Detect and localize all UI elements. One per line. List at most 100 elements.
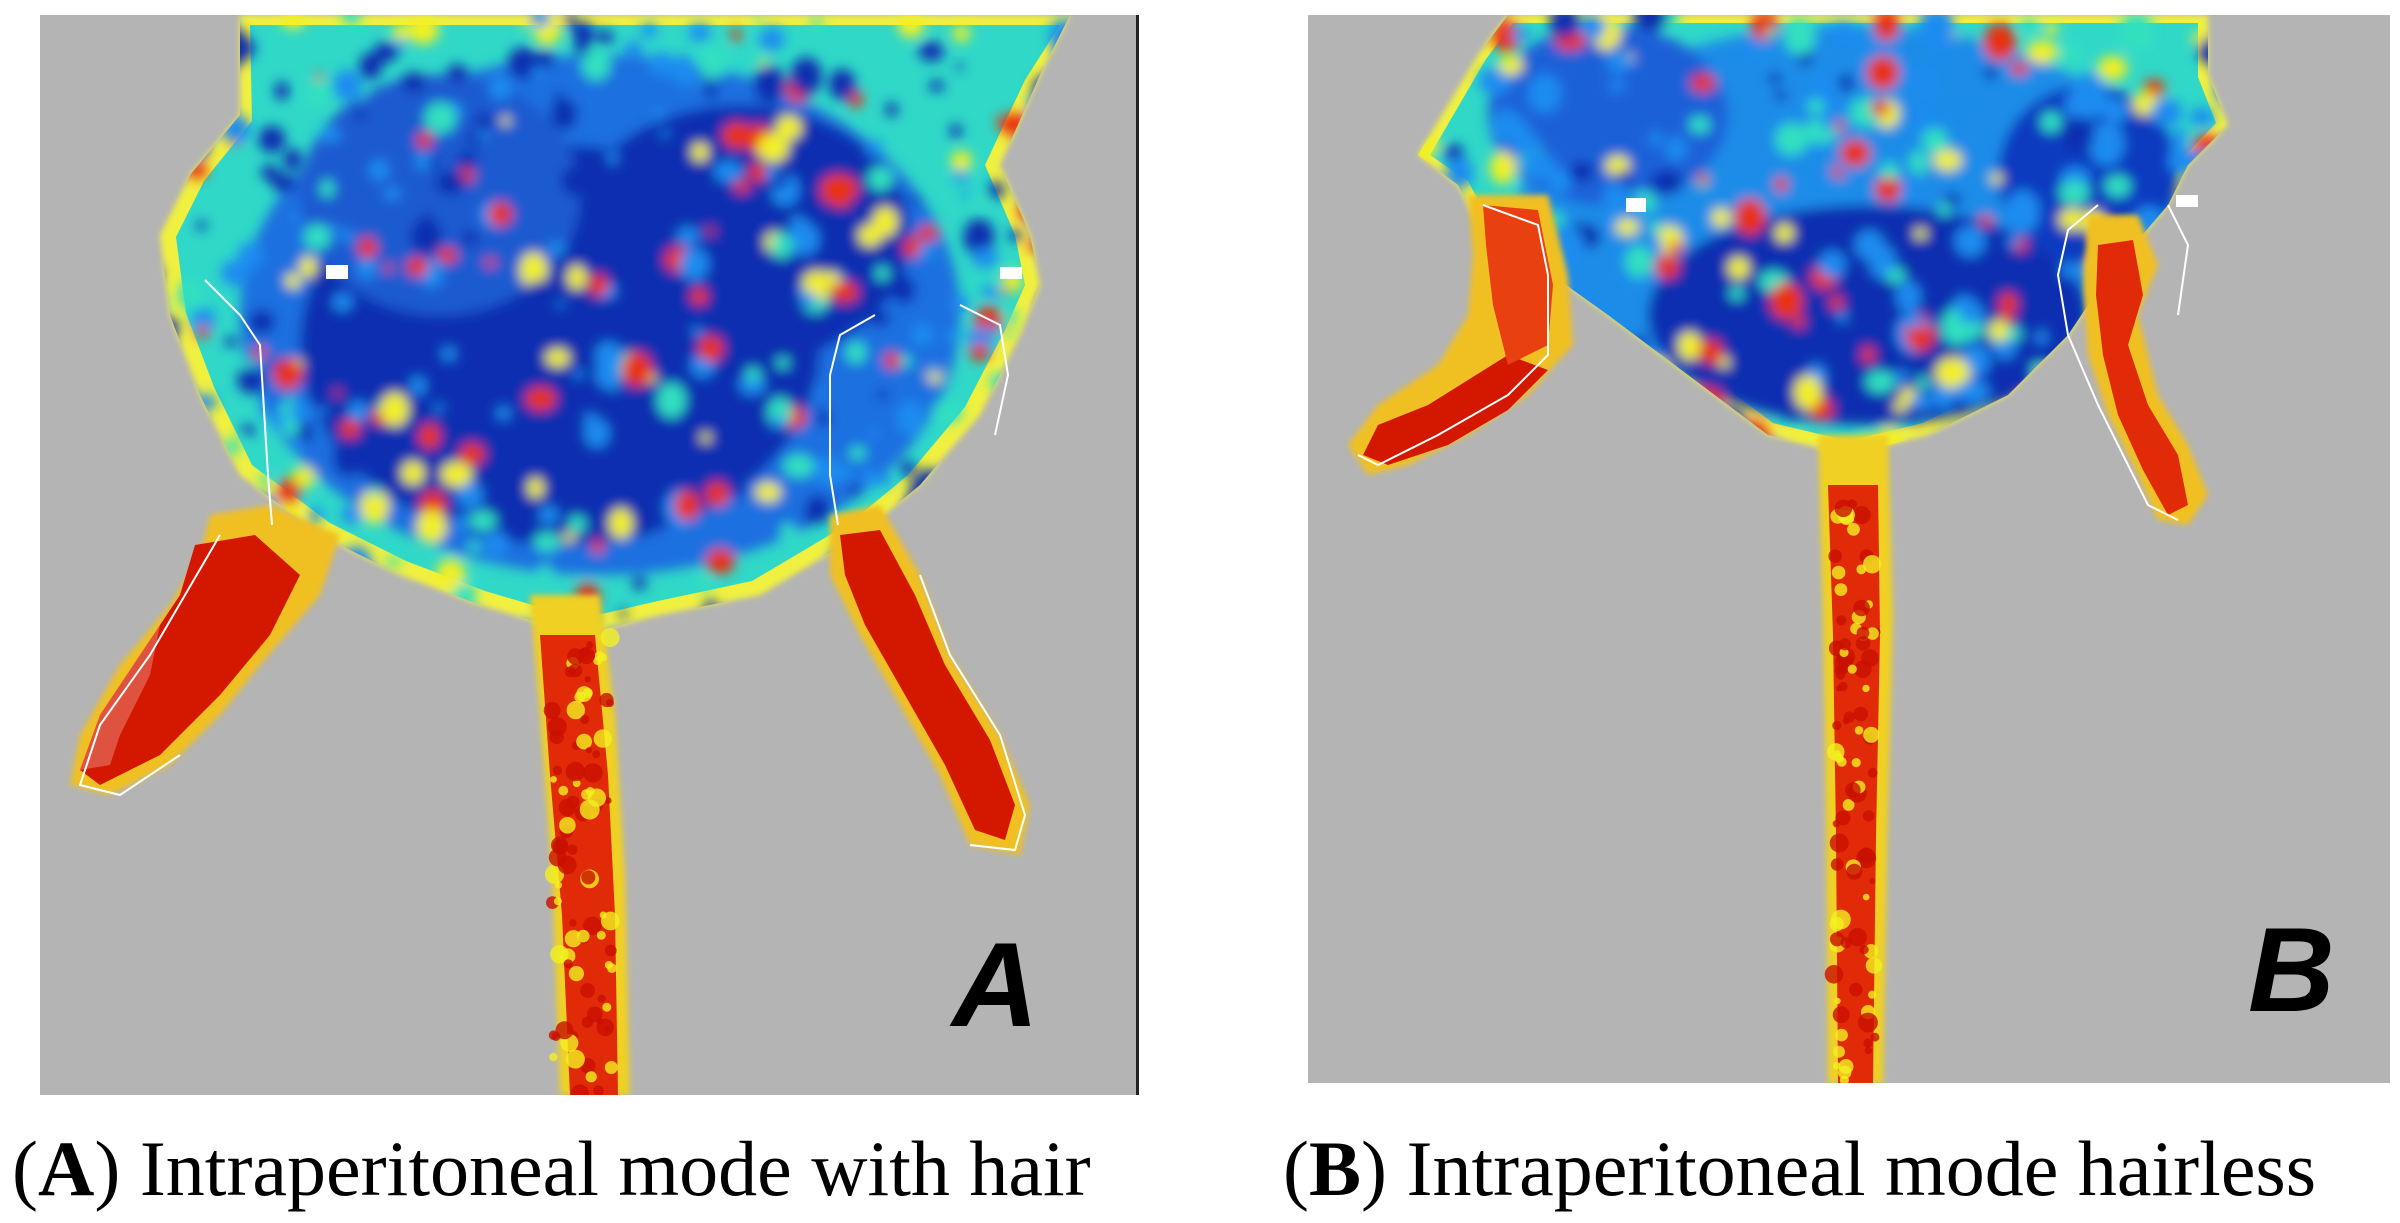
- thermal-speckle: [59, 22, 89, 48]
- tail-speckle: [1832, 1006, 1850, 1024]
- thermal-speckle: [1993, 339, 2017, 359]
- thermal-speckle: [2184, 415, 2201, 427]
- thermal-speckle: [470, 346, 500, 370]
- tail-speckle: [593, 1085, 604, 1095]
- thermal-speckle: [614, 278, 626, 292]
- thermal-speckle: [1418, 308, 1420, 339]
- thermal-speckle: [1019, 357, 1040, 382]
- thermal-speckle: [332, 637, 344, 652]
- thermal-speckle: [1579, 15, 1607, 40]
- thermal-speckle: [53, 111, 70, 133]
- thermal-speckle: [359, 53, 382, 80]
- thermal-speckle: [1037, 453, 1069, 487]
- thermal-speckle: [160, 499, 164, 528]
- tail-speckle: [1837, 1065, 1852, 1080]
- thermal-speckle: [1023, 346, 1052, 371]
- thermal-speckle: [1625, 245, 1653, 278]
- thermal-speckle: [979, 609, 994, 626]
- thermal-speckle: [1606, 50, 1631, 74]
- caption-b-text: Intraperitoneal mode hairless: [1406, 1125, 2317, 1212]
- thermal-speckle: [1110, 15, 1120, 24]
- thermal-speckle: [1084, 155, 1114, 194]
- thermal-speckle: [1879, 163, 1900, 180]
- tail-speckle: [1863, 810, 1875, 822]
- thermal-speckle: [759, 58, 768, 67]
- thermal-speckle: [1765, 28, 1778, 38]
- thermal-speckle: [949, 520, 975, 552]
- thermal-speckle: [407, 15, 440, 45]
- thermal-speckle: [63, 324, 82, 343]
- thermal-speckle: [845, 341, 867, 364]
- thermal-speckle: [1899, 65, 1924, 84]
- thermal-speckle: [553, 91, 563, 102]
- thermal-speckle: [1044, 116, 1058, 129]
- thermal-speckle: [285, 273, 301, 289]
- thermal-speckle: [1418, 298, 1427, 306]
- thermal-speckle: [971, 247, 999, 268]
- thermal-speckle: [415, 152, 432, 171]
- tail-speckle: [1849, 982, 1863, 997]
- thermal-speckle: [1394, 83, 1409, 101]
- thermal-speckle: [883, 352, 901, 369]
- thermal-speckle: [885, 102, 898, 117]
- thermal-speckle: [953, 169, 968, 183]
- thermal-speckle: [1604, 419, 1633, 451]
- thermal-speckle: [556, 300, 565, 308]
- thermal-speckle: [195, 326, 210, 339]
- thermal-speckle: [1349, 163, 1370, 184]
- tail-speckle: [583, 763, 603, 783]
- thermal-speckle: [1916, 375, 1930, 390]
- thermal-speckle: [1998, 292, 2018, 314]
- thermal-speckle: [41, 526, 64, 548]
- thermal-speckle: [547, 241, 566, 256]
- thermal-speckle: [572, 21, 595, 46]
- thermal-speckle: [308, 507, 324, 523]
- thermal-speckle: [562, 532, 576, 543]
- thermal-speckle: [1655, 445, 1691, 455]
- thermal-speckle: [721, 122, 754, 149]
- thermal-speckle: [1619, 456, 1642, 474]
- thermal-speckle: [333, 389, 342, 397]
- thermal-speckle: [1348, 274, 1381, 299]
- thermal-speckle: [455, 151, 479, 169]
- thermal-speckle: [1616, 170, 1632, 184]
- thermal-speckle: [2071, 72, 2107, 118]
- thermal-speckle: [2242, 88, 2265, 110]
- thermal-speckle: [343, 585, 366, 609]
- thermal-speckle: [453, 514, 469, 533]
- thermal-speckle: [2044, 22, 2058, 36]
- thermal-speckle: [2362, 43, 2382, 62]
- thermal-speckle: [2272, 169, 2308, 210]
- thermal-speckle: [1445, 157, 1474, 189]
- thermal-speckle: [1067, 66, 1070, 79]
- thermal-speckle: [160, 316, 179, 341]
- thermal-speckle: [700, 432, 711, 443]
- thermal-speckle: [139, 96, 147, 106]
- thermal-speckle: [526, 280, 553, 304]
- caption-b-letter: B: [1308, 1125, 1362, 1212]
- thermal-speckle: [1870, 100, 1890, 117]
- thermal-speckle: [162, 510, 193, 536]
- thermal-speckle: [869, 311, 890, 327]
- thermal-speckle: [2191, 134, 2222, 167]
- thermal-speckle: [332, 293, 353, 311]
- thermal-speckle: [81, 497, 101, 514]
- thermal-speckle: [440, 461, 473, 487]
- thermal-speckle: [281, 15, 305, 30]
- tail-speckle: [555, 1021, 574, 1040]
- thermal-speckle: [1628, 456, 1647, 472]
- thermal-speckle: [1004, 309, 1018, 324]
- thermal-speckle: [1486, 418, 1507, 443]
- thermal-speckle: [320, 179, 335, 198]
- thermal-speckle: [1650, 397, 1662, 413]
- thermal-speckle: [160, 295, 167, 315]
- thermal-speckle: [259, 473, 276, 486]
- thermal-speckle: [1068, 213, 1070, 239]
- thermal-speckle: [539, 505, 558, 526]
- thermal-speckle: [753, 65, 786, 104]
- thermal-speckle: [595, 361, 620, 389]
- thermal-speckle: [1605, 448, 1627, 455]
- tail-speckle: [1867, 767, 1878, 778]
- thermal-speckle: [307, 320, 318, 328]
- thermal-speckle: [901, 354, 912, 368]
